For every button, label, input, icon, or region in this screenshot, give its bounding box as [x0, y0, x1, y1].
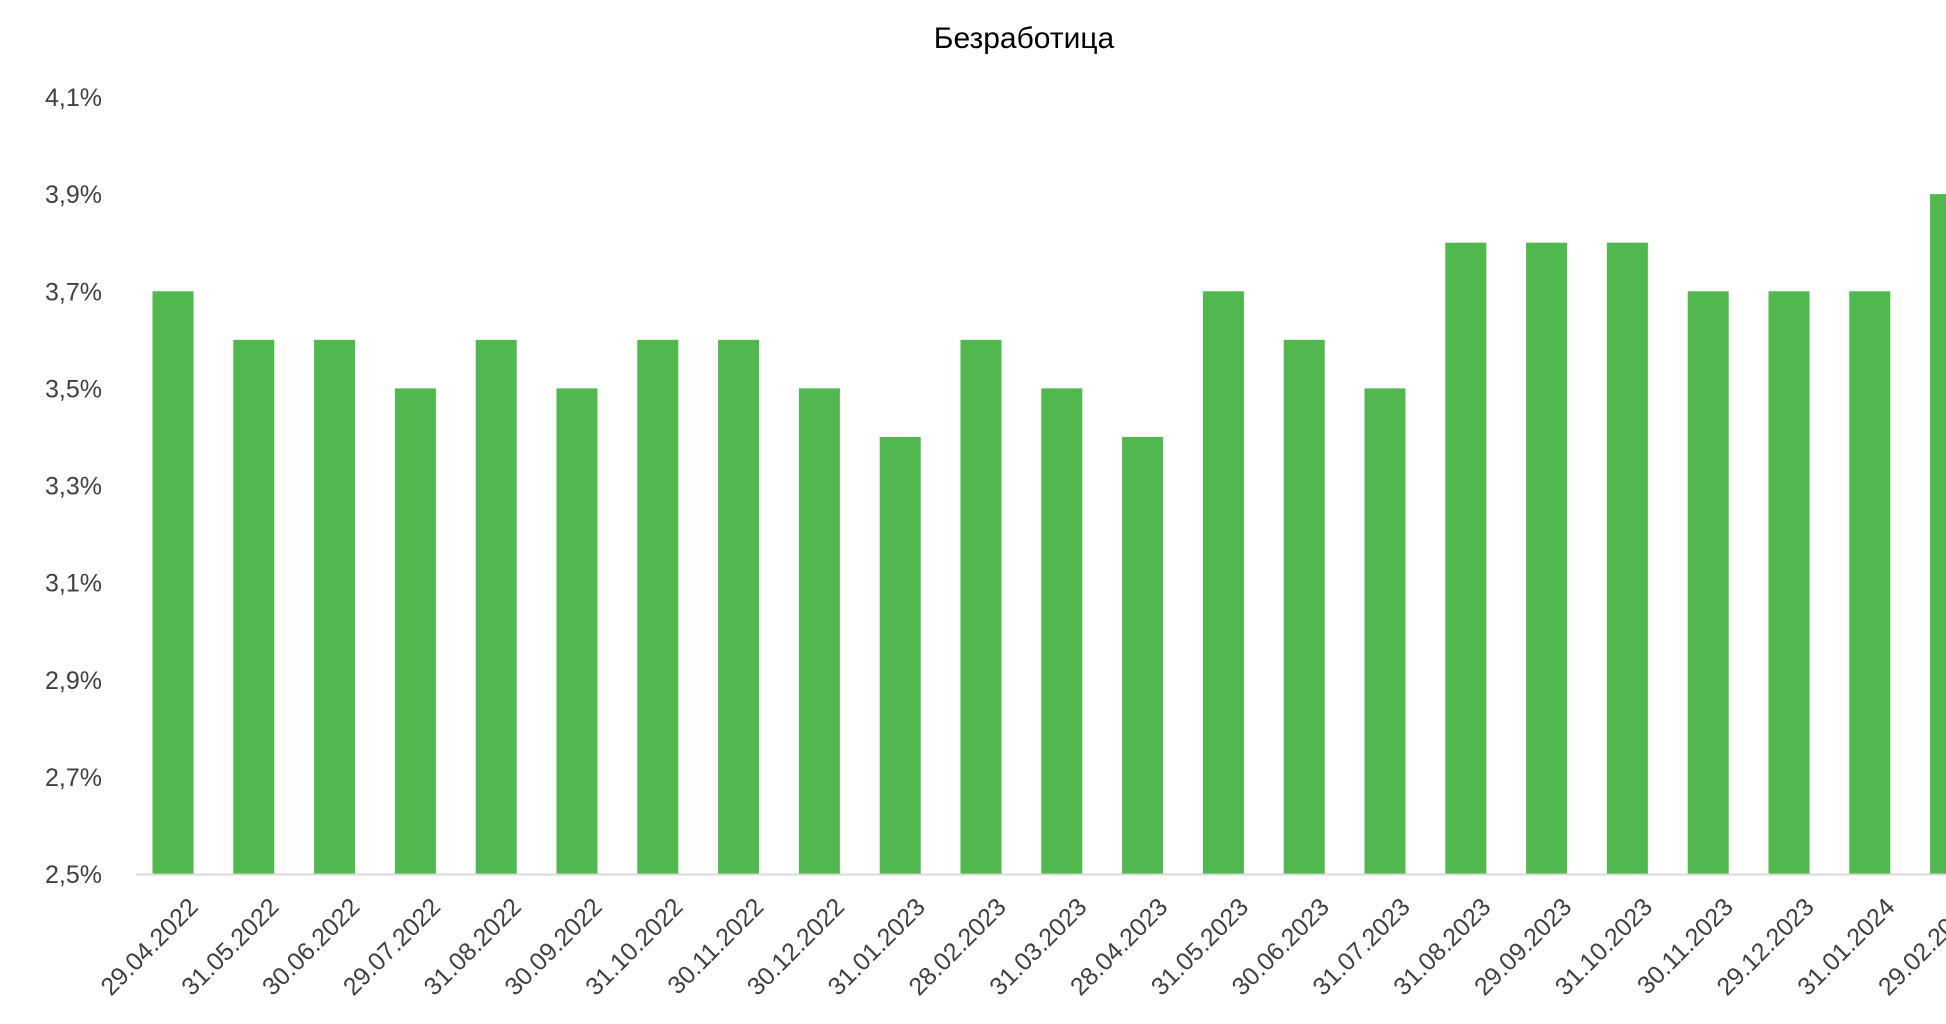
bar [718, 340, 759, 874]
bars [153, 194, 1946, 874]
bar [395, 388, 436, 874]
x-axis-labels: 29.04.202231.05.202230.06.202229.07.2022… [95, 893, 1946, 1001]
y-tick-label: 3,1% [45, 570, 102, 598]
bar [314, 340, 355, 874]
bar [1769, 291, 1810, 874]
y-tick-label: 2,9% [45, 667, 102, 695]
bar [1041, 388, 1082, 874]
bar [1284, 340, 1325, 874]
y-axis-labels: 2,5% 2,7% 2,9% 3,1% 3,3% 3,5% 3,7% 3,9% 4,1% [45, 84, 102, 889]
bar [961, 340, 1002, 874]
y-tick-label: 2,7% [45, 764, 102, 792]
bar [153, 291, 194, 874]
y-tick-label: 4,1% [45, 84, 102, 112]
y-tick-label: 3,5% [45, 375, 102, 403]
bar [1122, 437, 1163, 874]
bar [1445, 243, 1486, 874]
bar [1930, 194, 1946, 874]
bar [799, 388, 840, 874]
bar [637, 340, 678, 874]
bar [557, 388, 598, 874]
bar [1849, 291, 1890, 874]
y-tick-label: 2,5% [45, 861, 102, 889]
y-tick-label: 3,7% [45, 278, 102, 306]
bar [233, 340, 274, 874]
bar [1203, 291, 1244, 874]
bar [1688, 291, 1729, 874]
bar [1607, 243, 1648, 874]
chart-title: Безработица [934, 22, 1115, 55]
bar [1365, 388, 1406, 874]
bar [476, 340, 517, 874]
y-tick-label: 3,3% [45, 473, 102, 501]
y-tick-label: 3,9% [45, 181, 102, 209]
bar [1526, 243, 1567, 874]
bar [880, 437, 921, 874]
